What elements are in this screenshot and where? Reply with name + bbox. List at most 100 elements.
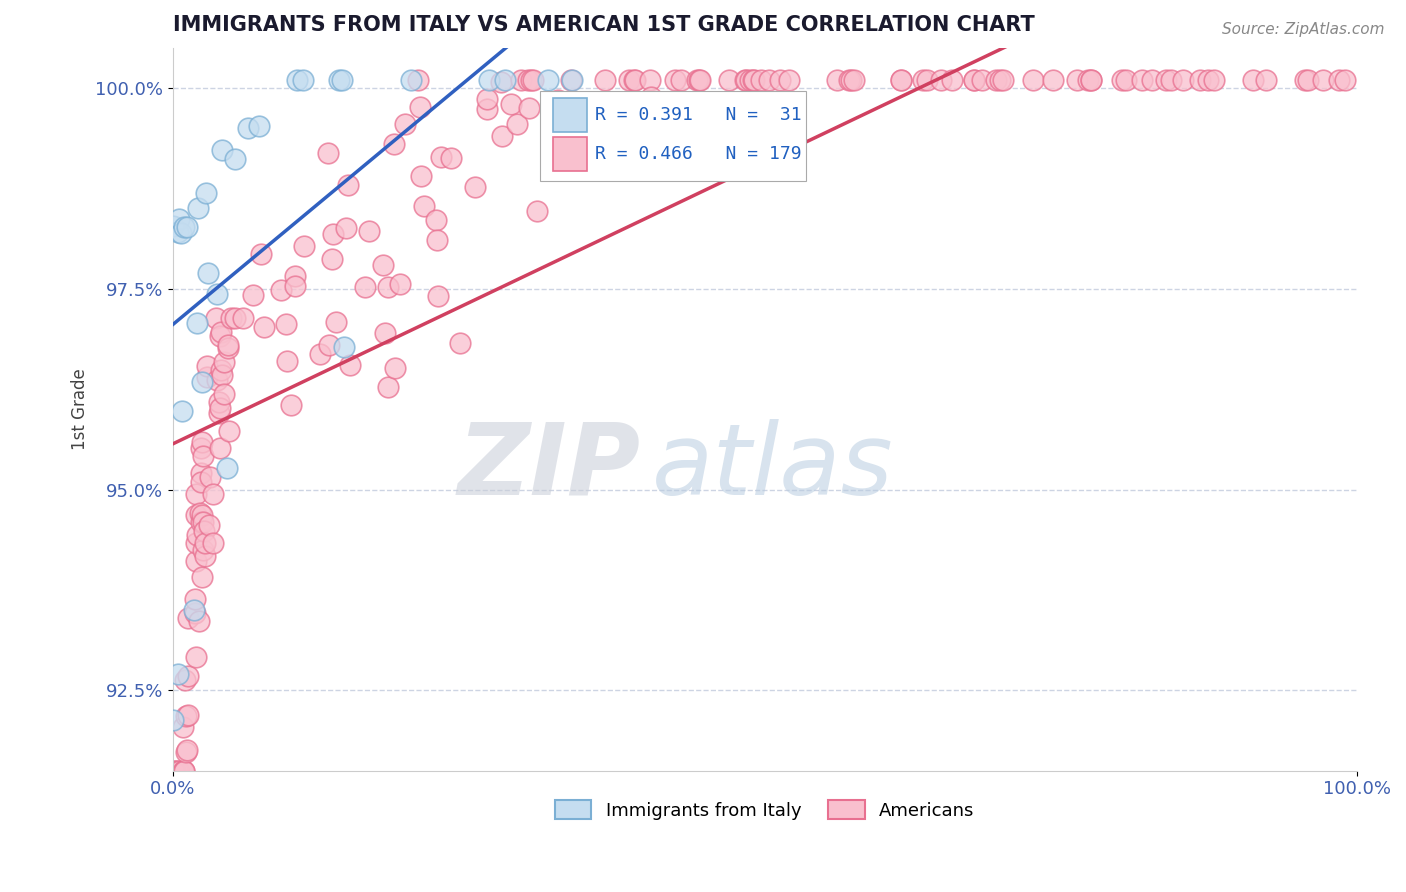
Point xyxy=(1140,72,1163,87)
Point xyxy=(193,524,215,538)
Point xyxy=(172,720,194,734)
Point xyxy=(333,340,356,354)
Point xyxy=(377,379,399,393)
Point xyxy=(640,90,662,104)
Point xyxy=(194,186,217,201)
Point xyxy=(252,319,274,334)
Point xyxy=(250,247,273,261)
Point xyxy=(218,424,240,438)
Point xyxy=(734,72,756,87)
Point xyxy=(291,72,314,87)
Text: R = 0.466   N = 179: R = 0.466 N = 179 xyxy=(595,145,801,163)
Point xyxy=(623,72,645,87)
Point xyxy=(827,72,849,87)
Point xyxy=(842,72,865,87)
Point xyxy=(330,72,353,87)
Point xyxy=(208,329,231,343)
Point xyxy=(188,506,211,520)
Point xyxy=(219,311,242,326)
Legend: Immigrants from Italy, Americans: Immigrants from Italy, Americans xyxy=(548,793,981,827)
Point xyxy=(617,72,640,87)
Point xyxy=(188,615,211,629)
Point xyxy=(316,146,339,161)
Point xyxy=(208,395,231,409)
Point xyxy=(1042,72,1064,87)
Point xyxy=(1066,72,1088,87)
Point xyxy=(426,288,449,302)
Point xyxy=(425,212,447,227)
Point xyxy=(520,72,543,87)
Point xyxy=(205,311,228,326)
Point xyxy=(1022,72,1045,87)
Point xyxy=(1080,72,1102,87)
Point xyxy=(184,592,207,607)
Point xyxy=(217,338,239,352)
Point xyxy=(328,72,350,87)
Point xyxy=(742,72,765,87)
Point xyxy=(177,669,200,683)
Point xyxy=(162,219,184,233)
Point xyxy=(669,72,692,87)
Point xyxy=(217,461,239,475)
Point xyxy=(284,278,307,293)
Point xyxy=(717,72,740,87)
Point xyxy=(211,144,233,158)
Point xyxy=(890,72,912,87)
Point xyxy=(1296,72,1319,87)
Point xyxy=(173,219,195,234)
Point xyxy=(197,266,219,280)
Point xyxy=(172,764,194,778)
Point xyxy=(170,404,193,418)
Point xyxy=(186,536,208,550)
Point xyxy=(274,317,297,331)
Point xyxy=(174,745,197,759)
Point xyxy=(915,72,938,87)
Point xyxy=(1334,72,1357,87)
Point xyxy=(638,72,661,87)
Point xyxy=(689,72,711,87)
Point xyxy=(163,764,186,778)
FancyBboxPatch shape xyxy=(540,91,806,181)
Point xyxy=(174,673,197,687)
Point xyxy=(413,199,436,213)
Point xyxy=(173,764,195,778)
Point xyxy=(224,153,246,167)
Point xyxy=(749,72,772,87)
Point xyxy=(509,72,531,87)
Point xyxy=(208,441,231,455)
Point xyxy=(384,361,406,376)
Point xyxy=(173,764,195,778)
Point xyxy=(560,72,582,87)
Point xyxy=(738,72,761,87)
Point xyxy=(519,101,541,115)
Point xyxy=(200,470,222,484)
Point xyxy=(270,283,292,297)
Point xyxy=(176,743,198,757)
Point xyxy=(202,487,225,501)
Point xyxy=(336,178,359,192)
Point xyxy=(285,72,308,87)
Point xyxy=(247,119,270,133)
Point xyxy=(516,72,538,87)
Point xyxy=(374,326,396,341)
Point xyxy=(322,227,344,241)
Point xyxy=(190,515,212,529)
Point xyxy=(890,72,912,87)
Point xyxy=(193,450,215,464)
Point xyxy=(440,151,463,165)
Point xyxy=(191,542,214,557)
Point xyxy=(1241,72,1264,87)
Point xyxy=(758,72,780,87)
Point xyxy=(593,72,616,87)
Point xyxy=(170,226,193,240)
Point xyxy=(339,358,361,372)
Point xyxy=(335,220,357,235)
Point xyxy=(276,354,298,368)
Point xyxy=(167,212,190,227)
Point xyxy=(284,268,307,283)
Point xyxy=(236,120,259,135)
Text: IMMIGRANTS FROM ITALY VS AMERICAN 1ST GRADE CORRELATION CHART: IMMIGRANTS FROM ITALY VS AMERICAN 1ST GR… xyxy=(173,15,1035,35)
Point xyxy=(838,72,860,87)
Point xyxy=(209,325,232,339)
Point xyxy=(769,72,792,87)
